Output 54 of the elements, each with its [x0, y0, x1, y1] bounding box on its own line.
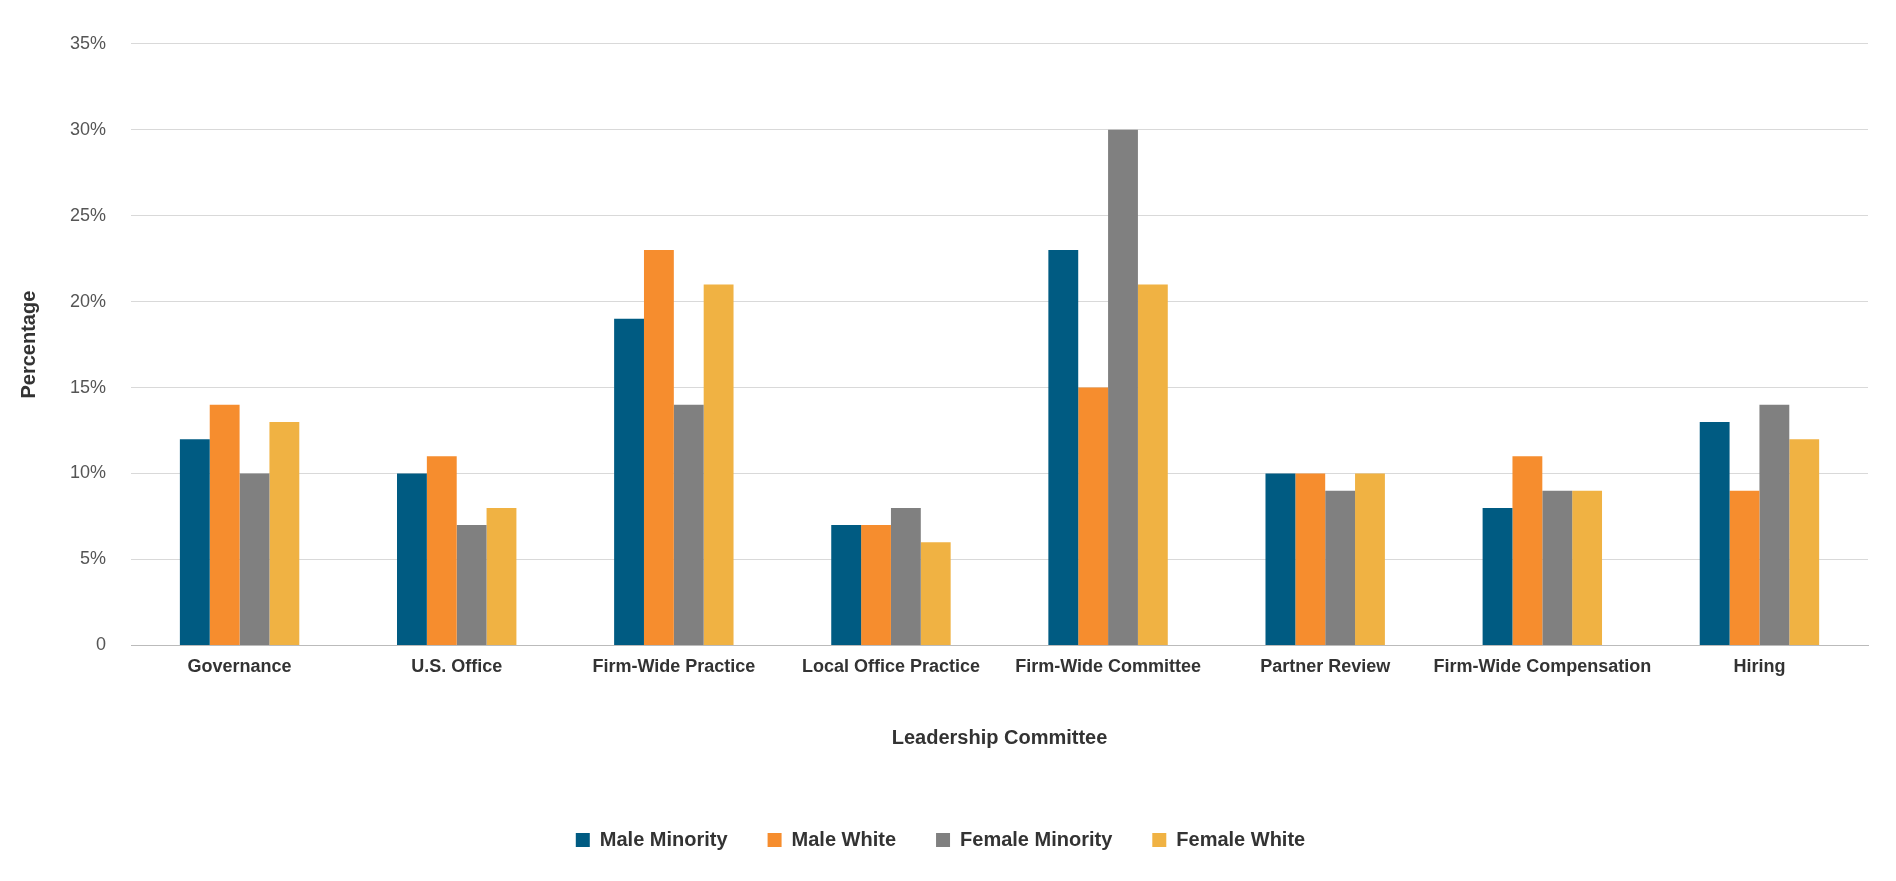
bar	[209, 404, 240, 645]
bar	[1759, 404, 1790, 645]
y-tick-label: 0	[96, 634, 107, 655]
bar	[1572, 490, 1603, 645]
bar	[1542, 490, 1573, 645]
x-tick-label: U.S. Office	[411, 656, 503, 677]
bar	[1137, 284, 1168, 645]
legend-label: Male Minority	[599, 827, 729, 850]
bar	[614, 318, 644, 645]
bar	[1265, 473, 1296, 645]
y-tick-label: 35%	[70, 32, 107, 53]
legend-label: Male White	[791, 827, 897, 850]
bar	[1048, 250, 1079, 645]
bar	[269, 421, 300, 645]
bar	[890, 507, 921, 645]
legend-label: Female Minority	[960, 827, 1114, 850]
bar	[1482, 507, 1513, 645]
bar	[673, 404, 704, 645]
bar	[397, 473, 427, 645]
bar	[1512, 456, 1543, 645]
bar	[179, 439, 210, 645]
x-tick-label: Local Office Practice	[801, 656, 980, 677]
x-tick-label: Partner Review	[1260, 656, 1392, 677]
x-tick-label: Firm-Wide Committee	[1015, 656, 1201, 677]
y-tick-label: 15%	[70, 376, 107, 397]
bar	[1729, 490, 1760, 645]
bar	[426, 456, 457, 645]
bar	[1295, 473, 1326, 645]
x-axis-title: Leadership Committee	[891, 725, 1108, 748]
y-tick-label: 10%	[70, 462, 107, 483]
x-tick-label: Firm-Wide Practice	[592, 656, 756, 677]
y-tick-label: 20%	[70, 290, 107, 311]
bar	[456, 525, 487, 645]
bar	[831, 525, 862, 645]
x-tick-label: Governance	[187, 656, 292, 677]
y-tick-label: 30%	[70, 118, 107, 139]
y-tick-label: 5%	[80, 548, 107, 569]
y-axis-title: Percentage	[16, 290, 39, 399]
x-tick-label: Hiring	[1733, 656, 1786, 677]
bar	[1789, 439, 1820, 645]
bar	[239, 473, 270, 645]
bar	[1325, 490, 1356, 645]
bar	[861, 525, 891, 645]
bar	[643, 250, 674, 645]
bar	[1355, 473, 1385, 645]
legend-label: Female White	[1176, 827, 1306, 850]
bar	[703, 284, 734, 645]
bar	[1078, 387, 1109, 645]
y-tick-label: 25%	[70, 204, 107, 225]
bar	[1108, 129, 1138, 645]
bar	[920, 542, 951, 645]
bar	[1699, 421, 1730, 645]
x-tick-label: Firm-Wide Compensation	[1433, 656, 1652, 677]
bar	[486, 507, 517, 645]
